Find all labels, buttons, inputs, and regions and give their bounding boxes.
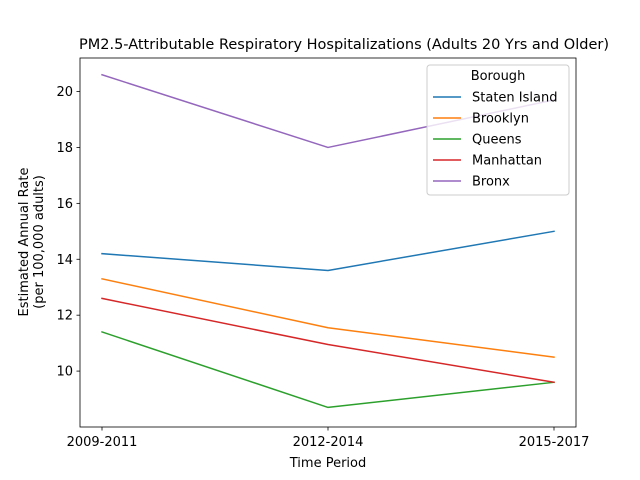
legend-title: Borough [471, 69, 526, 84]
series-line-3 [101, 297, 555, 384]
legend-label: Staten Island [472, 91, 557, 106]
legend-label: Bronx [472, 175, 510, 190]
y-tick-label: 12 [56, 309, 73, 324]
y-axis-label-line2: (per 100,000 adults) [32, 175, 47, 309]
x-tick-label: 2012-2014 [293, 435, 364, 450]
series-line-1 [101, 277, 555, 358]
series-line-2 [101, 331, 555, 409]
legend-label: Manhattan [472, 154, 542, 169]
y-axis-label-group: Estimated Annual Rate (per 100,000 adult… [17, 168, 47, 317]
y-axis-label-line1: Estimated Annual Rate [17, 168, 32, 317]
legend-box [426, 64, 570, 196]
series-line-0 [101, 230, 555, 272]
y-tick-label: 16 [56, 197, 73, 212]
y-tick-label: 10 [56, 365, 73, 380]
x-axis-label: Time Period [289, 456, 366, 471]
x-tick-label: 2015-2017 [519, 435, 590, 450]
y-tick-label: 18 [56, 141, 73, 156]
y-tick-label: 14 [56, 253, 73, 268]
legend-label: Queens [472, 133, 522, 148]
axes: 10 12 14 16 18 20 2009-2011 2012-2014 2015-2017 [56, 57, 590, 450]
x-tick-label: 2009-2011 [67, 435, 138, 450]
legend-label: Brooklyn [472, 112, 529, 127]
chart-title: PM2.5-Attributable Respiratory Hospitali… [79, 37, 609, 53]
legend: Borough Staten Island Brooklyn Queens Manhat… [426, 64, 570, 196]
y-tick-label: 20 [56, 85, 73, 100]
